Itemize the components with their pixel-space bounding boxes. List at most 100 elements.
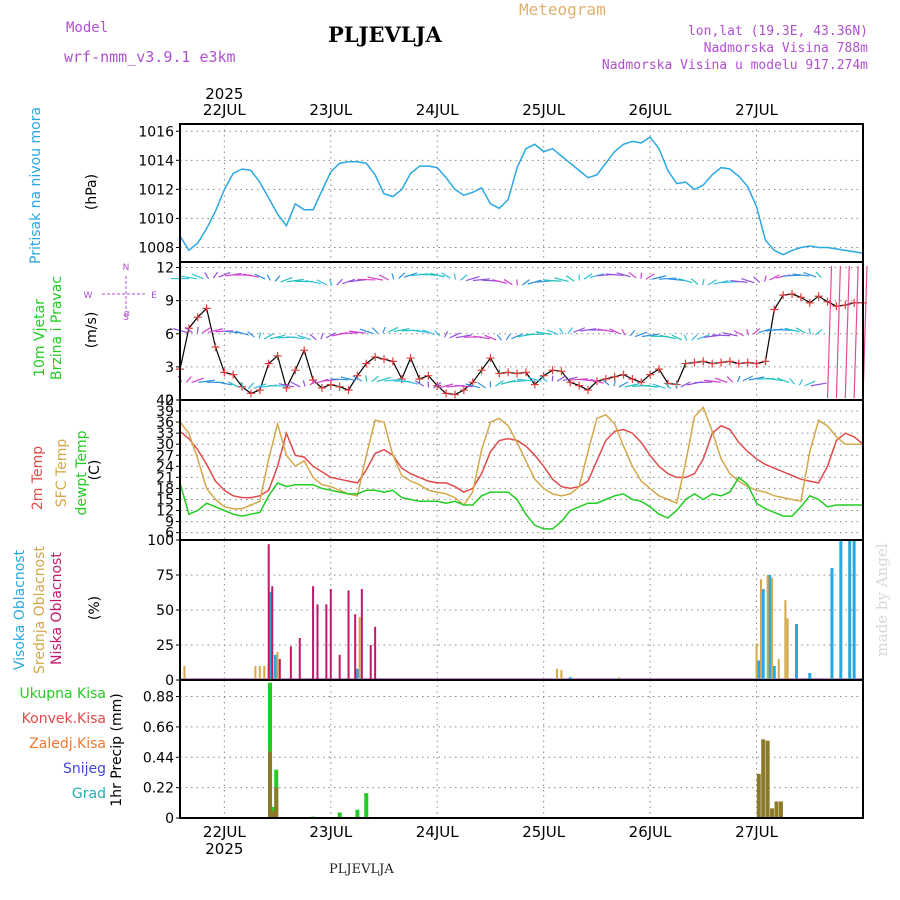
wind-direction-arrow: [325, 332, 336, 339]
wind-speed-marker: [211, 343, 220, 352]
cloud-low-bar: [271, 586, 274, 680]
ytick-label: 33: [156, 426, 174, 442]
cloud-high-bar: [273, 654, 277, 680]
cloud-high-bar: [757, 660, 761, 680]
wind-direction-arrow: [453, 273, 457, 280]
ytick-label: 18: [156, 481, 174, 497]
wind-direction-arrow: [315, 378, 329, 384]
wind-direction-arrow: [703, 379, 721, 383]
wind-direction-arrow: [387, 326, 399, 333]
wind-speed-marker: [442, 389, 451, 398]
wind-direction-arrow: [737, 375, 741, 383]
wind-direction-arrow: [202, 326, 212, 334]
wind-direction-arrow: [352, 375, 363, 382]
wind-speed-marker: [761, 357, 770, 366]
wind-direction-arrow: [741, 277, 755, 284]
wind-direction-arrow: [429, 272, 445, 278]
wind-direction-arrow: [491, 279, 507, 284]
wind-direction-arrow: [803, 272, 817, 278]
wind-direction-arrow: [628, 271, 637, 279]
wind-direction-arrow: [477, 382, 486, 389]
cloud-low-bar: [354, 614, 357, 680]
wind-direction-arrow: [602, 379, 610, 386]
wind-direction-arrow: [535, 331, 552, 336]
wind-direction-arrow: [460, 274, 468, 281]
wind-speed-marker: [486, 354, 495, 363]
xtick-label-bottom: 22JUL: [203, 823, 246, 841]
wind-direction-arrow: [269, 334, 286, 340]
wind-speed-marker: [628, 375, 637, 384]
wind-direction-arrow: [844, 265, 850, 399]
xtick-label-bottom: 26JUL: [629, 823, 672, 841]
ytick-label: 0.44: [143, 750, 174, 766]
wind-direction-arrow: [441, 272, 451, 279]
ytick-label: 0.88: [143, 690, 174, 706]
wind-direction-arrow: [496, 334, 502, 341]
wind-speed-marker: [504, 368, 513, 377]
cloud-mid-bar: [258, 666, 261, 680]
wind-speed-marker: [450, 390, 459, 399]
wind-direction-arrow: [796, 327, 806, 334]
wind-direction-arrow: [835, 265, 841, 399]
wind-direction-arrow: [439, 383, 454, 389]
wind-direction-arrow: [516, 279, 518, 286]
wind-direction-arrow: [398, 272, 406, 279]
pressure-line: [179, 136, 864, 256]
wind-direction-arrow: [652, 383, 666, 389]
wind-speed-marker: [255, 386, 264, 395]
precip-conv-bar: [274, 787, 279, 818]
wind-speed-marker: [495, 369, 504, 378]
ytick-label: 1008: [138, 240, 174, 256]
precip-total-bar: [355, 809, 360, 818]
cloud-low-bar: [278, 659, 281, 680]
wind-speed-marker: [468, 378, 477, 387]
ytick-label: 21: [156, 470, 174, 486]
wind-direction-arrow: [714, 377, 728, 383]
wind-direction-arrow: [227, 381, 239, 388]
ytick-label: 1014: [138, 153, 174, 169]
wind-direction-arrow: [422, 329, 435, 335]
wind-direction-arrow: [465, 383, 480, 389]
wind-speed-marker: [779, 291, 788, 300]
wind-direction-arrow: [746, 328, 750, 336]
wind-speed-marker: [202, 304, 211, 313]
wind-speed-marker: [805, 298, 814, 307]
wind-direction-arrow: [254, 273, 266, 280]
cloud-high-bar: [761, 589, 765, 680]
wind-direction-arrow: [707, 279, 718, 286]
panel-frame-2: [179, 399, 864, 541]
xtick-label-bottom: 23JUL: [309, 823, 352, 841]
wind-direction-arrow: [556, 375, 566, 382]
wind-direction-arrow: [280, 276, 293, 283]
wind-speed-marker: [619, 370, 628, 379]
wind-direction-arrow: [645, 273, 655, 280]
wind-direction-arrow: [449, 332, 461, 339]
cloud-high-bar: [808, 673, 812, 680]
wind-direction-arrow: [247, 331, 255, 338]
wind-direction-arrow: [258, 332, 262, 339]
legend-ukupna: Ukupna Kisa: [19, 686, 106, 702]
meteogram-title: Meteogram: [519, 0, 606, 19]
wind-speed-marker: [743, 358, 752, 367]
wind-direction-arrow: [776, 377, 790, 384]
wind-direction-arrow: [339, 332, 358, 335]
wind-direction-arrow: [853, 265, 859, 399]
ytick-label: 42: [156, 393, 174, 409]
compass-alpha: α: [124, 309, 130, 319]
wind-direction-arrow: [609, 328, 621, 335]
wind-direction-arrow: [495, 380, 504, 387]
cloud-mid-bar: [276, 652, 279, 680]
wind-direction-arrow: [527, 376, 542, 382]
wind-direction-arrow: [367, 276, 383, 281]
wind-direction-arrow: [290, 381, 301, 388]
model-elevation-label: Nadmorska Visina u modelu 917.274m: [601, 58, 868, 73]
wind-direction-arrow: [783, 274, 802, 277]
wind-direction-arrow: [382, 326, 386, 334]
cloud-high-bar: [772, 666, 776, 680]
wind-direction-arrow: [434, 329, 441, 337]
wind-speed-marker: [406, 354, 415, 363]
wind-direction-arrow: [733, 330, 744, 337]
wind-direction-arrow: [774, 328, 793, 331]
wind-speed-marker: [584, 386, 593, 395]
